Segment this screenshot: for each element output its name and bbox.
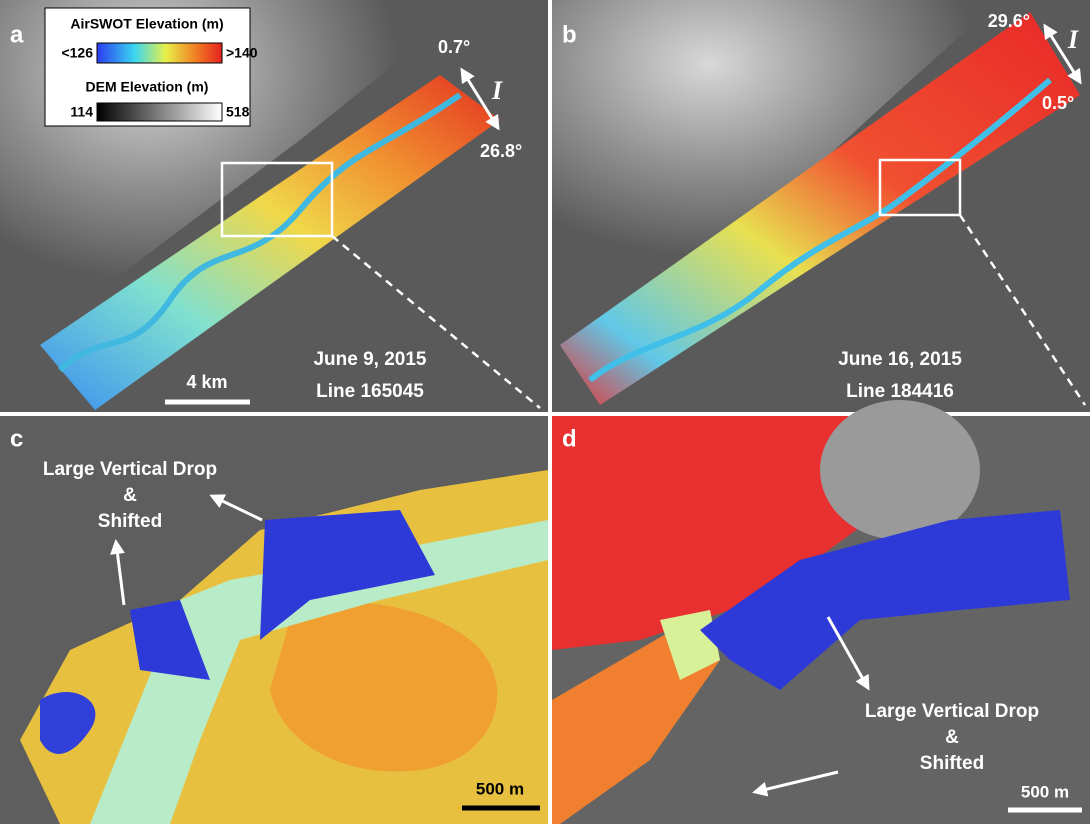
line-id: Line 184416 <box>846 381 954 402</box>
legend-title: AirSWOT Elevation (m) <box>70 16 223 32</box>
panel-label: b <box>562 21 577 48</box>
annotation: Large Vertical Drop <box>865 701 1039 722</box>
line-id: Line 165045 <box>316 381 424 402</box>
incidence-label: I <box>1067 25 1079 54</box>
panel-b: b 29.6° I 0.5° June 16, 2015 Line 184416 <box>552 0 1090 412</box>
incidence-label: I <box>491 76 503 105</box>
annotation: Shifted <box>920 753 984 774</box>
panel-d: Large Vertical Drop & Shifted d 500 m <box>552 400 1090 824</box>
annotation: Shifted <box>98 511 162 532</box>
panel-label: c <box>10 425 23 452</box>
angle-label: 0.7° <box>438 37 470 57</box>
colorbar-min: 114 <box>70 104 93 120</box>
date: June 9, 2015 <box>313 349 426 370</box>
annotation: & <box>945 727 959 748</box>
colorbar-min: <126 <box>61 45 93 61</box>
date: June 16, 2015 <box>838 349 962 370</box>
angle-label: 29.6° <box>988 11 1030 31</box>
annotation: Large Vertical Drop <box>43 459 217 480</box>
annotation: & <box>123 485 137 506</box>
angle-label: 26.8° <box>480 141 522 161</box>
panel-label: d <box>562 425 577 452</box>
colorbar-max: 518 <box>226 104 250 120</box>
panel-label: a <box>10 21 24 48</box>
scale-label: 500 m <box>1021 782 1069 801</box>
scale-label: 4 km <box>186 372 227 392</box>
terrain <box>820 400 980 540</box>
scale-label: 500 m <box>476 779 524 798</box>
angle-label: 0.5° <box>1042 93 1074 113</box>
colorbar <box>97 103 222 121</box>
colorbar-max: >140 <box>226 45 258 61</box>
figure: AirSWOT Elevation (m) <126 >140 DEM Elev… <box>0 0 1090 824</box>
legend-title: DEM Elevation (m) <box>86 79 209 95</box>
colorbar <box>97 43 222 63</box>
panel-a: AirSWOT Elevation (m) <126 >140 DEM Elev… <box>0 0 548 412</box>
panel-c: Large Vertical Drop & Shifted c 500 m <box>0 416 548 824</box>
